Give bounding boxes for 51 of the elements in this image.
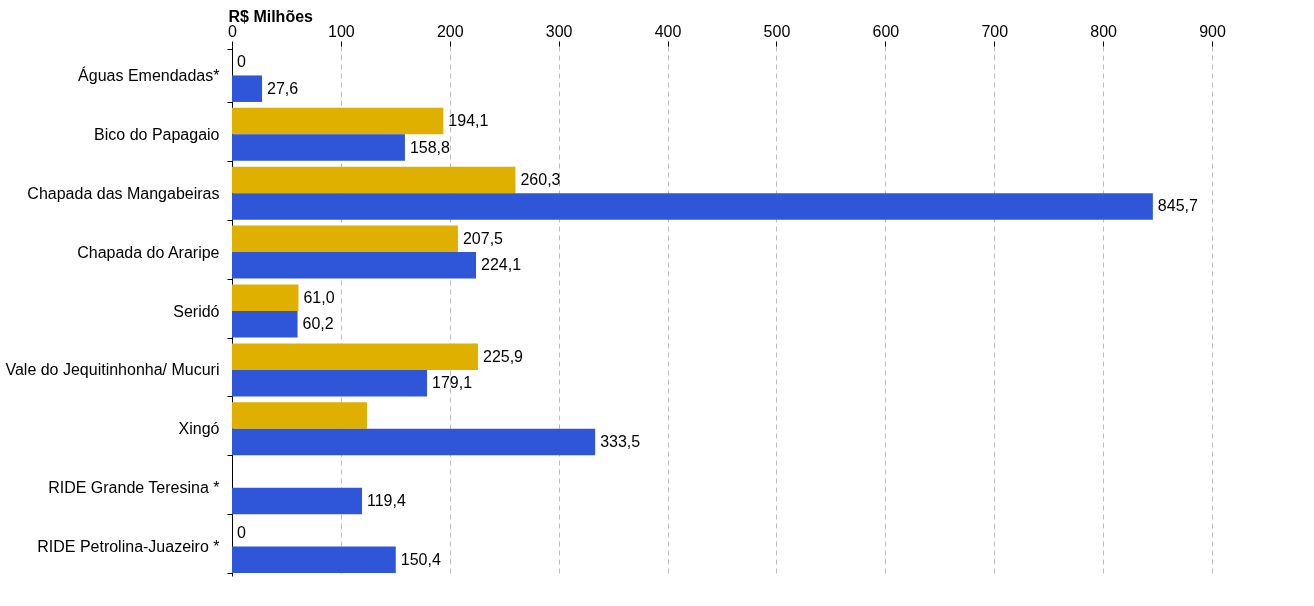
bar [232,546,396,574]
data-label: 207,5 [462,229,504,247]
bar [232,369,428,397]
data-label: 179,1 [432,374,473,392]
x-tick-label: 100 [328,22,355,40]
data-label: 60,2 [302,315,334,333]
x-tick-label: 600 [872,22,900,40]
bar [232,166,516,194]
bar [232,252,477,279]
x-tick-label: 800 [1090,22,1118,40]
bar [232,134,405,161]
x-tick-label: 700 [981,22,1009,40]
data-label: 27,6 [267,79,299,97]
y-tick-label: Chapada do Araripe [77,243,220,261]
data-label: 225,9 [482,347,524,365]
data-label: 194,1 [448,112,489,130]
data-label: 119,4 [367,491,406,509]
bar [232,225,458,253]
bar [232,107,444,135]
x-axis-title: R$ Milhões [228,7,314,25]
x-tick-label: 200 [436,22,464,40]
y-tick-label: RIDE Petrolina-Juazeiro * [37,538,220,556]
y-tick-label: Xingó [178,420,220,438]
y-tick-label: Vale do Jequitinhonha/ Mucuri [5,361,220,379]
bar [232,402,368,429]
y-tick-label: Seridó [173,302,220,320]
data-label: 150,4 [400,550,441,568]
bar [232,284,299,311]
x-tick-label: 0 [228,22,238,40]
data-label: 0 [237,524,246,542]
y-tick-label: Águas Emendadas* [78,65,220,84]
data-label: 0 [237,53,246,71]
y-tick-label: RIDE Grande Teresina * [48,479,220,497]
x-tick-label: 900 [1199,22,1226,40]
data-label: 845,7 [1157,197,1199,215]
x-tick-label: 500 [763,22,791,40]
bar [232,428,596,456]
x-tick-label: 400 [654,22,682,40]
y-tick-label: Chapada das Mangabeiras [27,184,220,202]
y-tick-label: Bico do Papagaio [94,125,220,143]
bar [232,343,478,370]
data-label: 333,5 [600,433,641,451]
x-tick-label: 300 [545,22,573,40]
bar [232,75,263,102]
bar [232,487,363,515]
data-label: 224,1 [481,256,522,274]
bar [232,311,298,338]
data-label: 61,0 [303,288,335,306]
data-label: 260,3 [520,170,561,188]
data-label: 158,8 [409,138,451,156]
bar [232,193,1153,220]
